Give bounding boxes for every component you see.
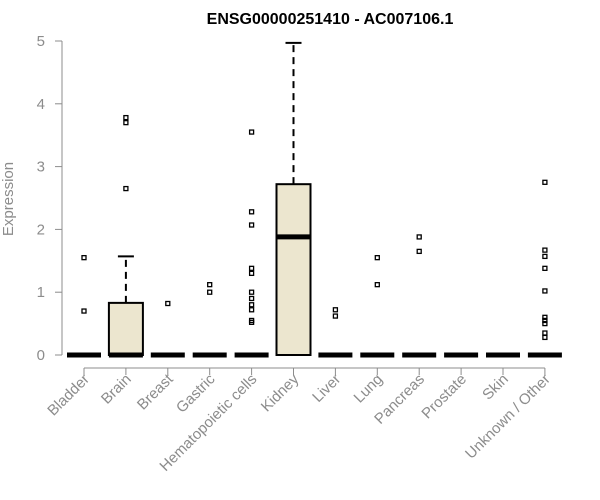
x-tick-label: Bladder — [44, 371, 93, 420]
x-tick-label: Liver — [309, 371, 344, 406]
outlier-point — [416, 234, 422, 240]
y-tick-label: 0 — [37, 347, 45, 364]
outlier-point — [248, 222, 255, 228]
outlier-point — [81, 255, 87, 261]
box-liver — [318, 307, 353, 358]
outlier-point — [248, 317, 255, 324]
axes: 0 1 2 3 4 5 — [37, 33, 546, 375]
box-kidney — [275, 41, 312, 356]
y-tick-label: 2 — [37, 221, 45, 238]
outlier-point — [248, 289, 255, 295]
outlier-point — [248, 209, 255, 215]
outlier-point — [248, 129, 255, 135]
box-hematopoietic-cells — [234, 129, 269, 358]
box-iqr — [107, 301, 144, 357]
outlier-point — [81, 308, 87, 314]
outlier-point — [374, 282, 380, 288]
x-tick-label: Breast — [134, 370, 177, 413]
box-bladder — [67, 255, 101, 358]
outlier-point — [542, 317, 548, 324]
outlier-point — [123, 185, 129, 192]
outlier-point — [248, 307, 255, 313]
outlier-point — [332, 307, 339, 313]
x-tick-label: Lung — [351, 371, 387, 407]
outlier-point — [248, 265, 255, 271]
y-axis-label: Expression — [0, 162, 17, 236]
y-tick-label: 4 — [37, 96, 45, 113]
outlier-point — [542, 253, 548, 260]
outlier-point — [207, 282, 213, 288]
outlier-point — [165, 300, 171, 307]
x-tick-label: Kidney — [258, 370, 303, 415]
y-tick-label: 5 — [37, 33, 45, 50]
x-tick-label: Brain — [98, 371, 135, 408]
x-tick-label: Prostate — [418, 371, 470, 423]
outlier-point — [332, 313, 339, 319]
outlier-point — [542, 320, 548, 327]
outlier-point — [542, 179, 548, 185]
outlier-point — [248, 295, 255, 302]
outlier-point — [542, 288, 548, 294]
outlier-point — [542, 265, 548, 271]
box-lung — [360, 255, 395, 358]
outlier-point — [207, 289, 213, 295]
outlier-point — [416, 248, 422, 255]
outlier-point — [542, 314, 548, 320]
box-breast — [150, 300, 185, 358]
box-gastric — [192, 282, 227, 358]
x-tick-label: Skin — [479, 371, 512, 404]
chart-title: ENSG00000251410 - AC007106.1 — [207, 11, 454, 28]
outlier-point — [123, 114, 129, 121]
outlier-point — [248, 270, 255, 277]
box-iqr — [275, 183, 312, 356]
box-unknown-other — [527, 179, 562, 358]
outlier-point — [248, 302, 255, 308]
outlier-point — [542, 334, 548, 341]
outlier-point — [542, 247, 548, 253]
outlier-point — [542, 330, 548, 336]
boxes — [67, 41, 562, 358]
y-tick-label: 1 — [37, 284, 45, 301]
box-pancreas — [402, 234, 437, 358]
outlier-point — [374, 255, 380, 261]
outlier-point — [123, 119, 129, 126]
y-tick-label: 3 — [37, 159, 45, 176]
box-brain — [107, 114, 144, 358]
